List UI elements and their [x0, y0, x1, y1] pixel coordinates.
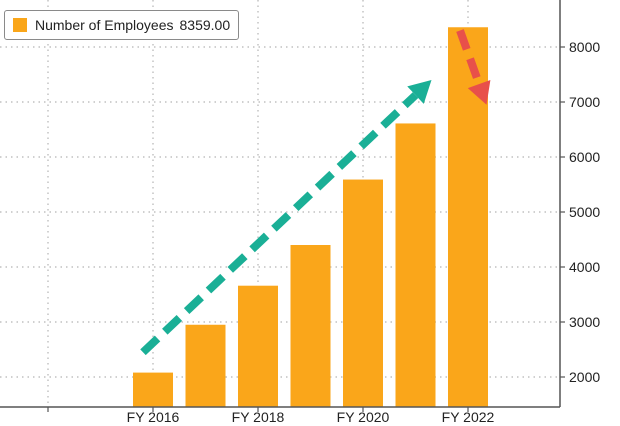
trend-down-arrowhead	[467, 79, 491, 105]
chart-legend: Number of Employees 8359.00	[4, 10, 240, 40]
trend-down-arrow	[456, 29, 483, 86]
y-tick-label: 3000	[569, 314, 600, 330]
x-tick-label: FY 2018	[232, 409, 285, 425]
bar	[238, 285, 278, 407]
x-tick-label: FY 2020	[337, 409, 390, 425]
bar	[185, 324, 226, 407]
x-tick-label: FY 2022	[442, 409, 495, 425]
trend-up-arrowhead	[407, 80, 432, 104]
x-tick-label: FY 2016	[127, 409, 180, 425]
y-tick-label: 7000	[569, 94, 600, 110]
y-tick-label: 2000	[569, 369, 600, 385]
trend-up-arrow	[140, 92, 419, 356]
legend-label: Number of Employees	[35, 17, 174, 33]
y-tick-label: 6000	[569, 149, 600, 165]
legend-value: 8359.00	[179, 17, 231, 33]
y-tick-label: 5000	[569, 204, 600, 220]
bar	[290, 245, 331, 407]
legend-swatch	[13, 18, 27, 32]
y-tick-label: 4000	[569, 259, 600, 275]
bar	[133, 372, 173, 407]
y-tick-label: 8000	[569, 39, 600, 55]
bar	[343, 179, 383, 407]
bar	[395, 123, 436, 407]
